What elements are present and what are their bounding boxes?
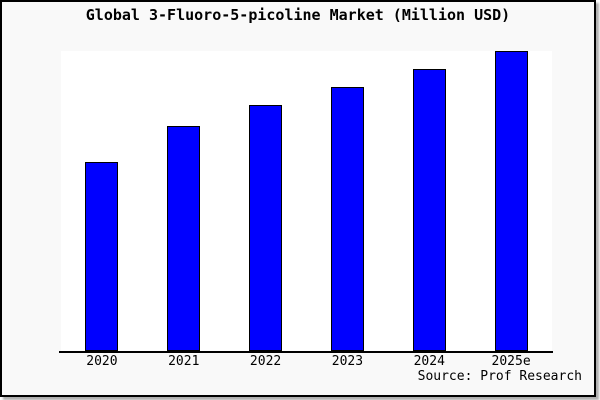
bar-2025e xyxy=(494,51,528,351)
x-axis-labels: 2020 2021 2022 2023 2024 2025e xyxy=(61,354,552,370)
bar-2024 xyxy=(412,69,446,351)
bar-2021 xyxy=(167,126,201,351)
x-tick-label-2024: 2024 xyxy=(413,354,445,369)
x-axis-line xyxy=(59,351,553,353)
x-tick-label-2020: 2020 xyxy=(86,354,118,369)
x-tick-label-2023: 2023 xyxy=(331,354,364,369)
x-tick-label-2025e: 2025e xyxy=(491,354,531,369)
bar-2023 xyxy=(330,87,364,351)
x-tick-label-2022: 2022 xyxy=(249,354,282,369)
chart-title: Global 3-Fluoro-5-picoline Market (Milli… xyxy=(85,6,511,24)
bar-2020 xyxy=(85,162,119,351)
source-note: Source: Prof Research xyxy=(417,369,582,384)
bar-2022 xyxy=(249,105,283,351)
plot-area xyxy=(61,51,552,351)
x-tick-label-2021: 2021 xyxy=(168,354,200,369)
